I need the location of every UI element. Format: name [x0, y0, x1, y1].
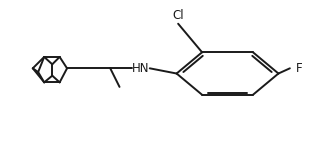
Text: F: F	[295, 62, 302, 75]
Text: HN: HN	[132, 62, 150, 75]
Text: Cl: Cl	[172, 9, 184, 22]
